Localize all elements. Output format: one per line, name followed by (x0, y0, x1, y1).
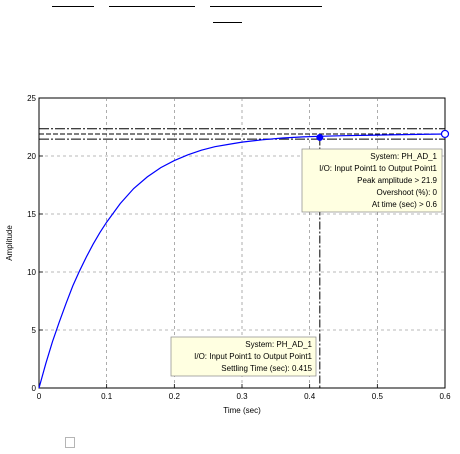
peak-datatip[interactable]: System: PH_AD_1 I/O: Input Point1 to Out… (301, 148, 443, 213)
x-tick-label: 0.4 (304, 392, 316, 401)
y-tick-label: 5 (32, 326, 37, 335)
x-axis-label: Time (sec) (223, 406, 261, 415)
settling-band (39, 128, 445, 140)
y-tick-label: 20 (27, 152, 36, 161)
response-curve (38, 133, 446, 389)
y-tick-labels: 0 5 10 15 20 25 (27, 94, 36, 393)
peak-datatip-line: Overshoot (%): 0 (377, 188, 438, 197)
settling-datatip-line: System: PH_AD_1 (245, 340, 312, 349)
x-tick-label: 0.2 (169, 392, 181, 401)
peak-datatip-line: Peak amplitude > 21.9 (357, 176, 437, 185)
y-axis-label: Amplitude (5, 225, 14, 261)
fraction-bar-3 (210, 6, 322, 7)
x-tick-label: 0.1 (101, 392, 113, 401)
fraction-bar-2 (109, 6, 195, 7)
fraction-bar-1 (52, 6, 94, 7)
settling-datatip-line: Settling Time (sec): 0.415 (221, 364, 312, 373)
settling-marker[interactable] (316, 133, 324, 141)
peak-datatip-line: I/O: Input Point1 to Output Point1 (319, 164, 437, 173)
x-tick-label: 0 (37, 392, 42, 401)
x-tick-labels: 0 0.1 0.2 0.3 0.4 0.5 0.6 (37, 392, 451, 401)
peak-datatip-line: At time (sec) > 0.6 (372, 200, 438, 209)
peak-datatip-box (301, 148, 443, 213)
settling-datatip[interactable]: System: PH_AD_1 I/O: Input Point1 to Out… (170, 336, 317, 377)
settling-datatip-box (170, 336, 317, 377)
y-tick-label: 0 (32, 384, 37, 393)
settling-datatip-line: I/O: Input Point1 to Output Point1 (194, 352, 312, 361)
x-tick-label: 0.5 (372, 392, 384, 401)
y-tick-label: 15 (27, 210, 36, 219)
checkbox[interactable] (65, 437, 75, 448)
y-tick-label: 10 (27, 268, 36, 277)
peak-datatip-line: System: PH_AD_1 (370, 152, 437, 161)
peak-marker[interactable] (440, 129, 450, 139)
x-tick-label: 0.6 (439, 392, 451, 401)
fraction-bar-4 (213, 22, 242, 23)
y-tick-label: 25 (27, 94, 36, 103)
x-tick-label: 0.3 (236, 392, 248, 401)
